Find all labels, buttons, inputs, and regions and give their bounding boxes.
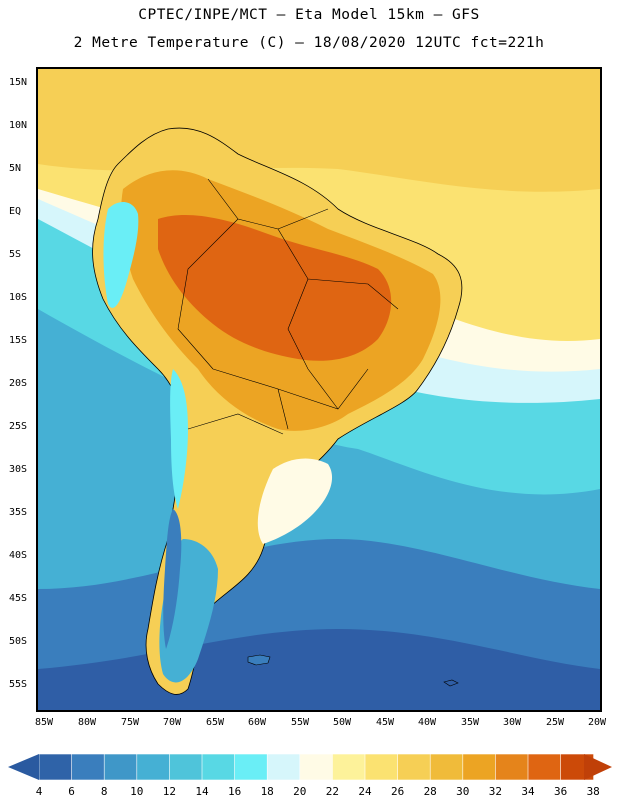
colorbar-cell-0 — [38, 753, 73, 781]
lon-label-50w: 50W — [332, 717, 352, 728]
lat-label-30s: 30S — [9, 464, 28, 475]
lat-label-10s: 10S — [9, 292, 28, 303]
andes-north — [103, 202, 139, 308]
map-title-line1: CPTEC/INPE/MCT – Eta Model 15km – GFS — [138, 7, 480, 23]
map-title-line2: 2 Metre Temperature (C) – 18/08/2020 12U… — [73, 35, 545, 51]
colorbar-label-12: 12 — [162, 785, 177, 798]
colorbar-cell-13 — [462, 753, 497, 781]
lon-label-30w: 30W — [502, 717, 522, 728]
colorbar-cell-15 — [527, 753, 562, 781]
lon-label-25w: 25W — [545, 717, 565, 728]
colorbar-label-30: 30 — [456, 785, 470, 798]
land-hot-zone — [158, 214, 392, 361]
colorbar-cell-8 — [299, 753, 334, 781]
colorbar-label-24: 24 — [358, 785, 372, 798]
colorbar-cell-6 — [234, 753, 268, 781]
lat-label-eq: EQ — [9, 206, 22, 217]
colorbar-label-28: 28 — [423, 785, 437, 798]
colorbar-cell-3 — [136, 753, 171, 781]
land-south-cool — [257, 458, 333, 544]
andes-central — [170, 369, 188, 509]
lat-label-55s: 55S — [9, 679, 28, 690]
colorbar-cell-4 — [169, 753, 203, 781]
lon-label-85w: 85W — [34, 717, 54, 728]
colorbar-label-26: 26 — [390, 785, 405, 798]
map-canvas — [38, 69, 600, 710]
colorbar-cell-9 — [332, 753, 366, 781]
lat-label-20s: 20S — [9, 378, 28, 389]
country-borders — [177, 178, 399, 435]
temperature-map — [36, 67, 602, 712]
colorbar-cells — [38, 753, 594, 781]
colorbar-cell-5 — [201, 753, 236, 781]
lon-label-20w: 20W — [587, 717, 607, 728]
lat-label-25s: 25S — [9, 421, 28, 432]
lon-label-70w: 70W — [162, 717, 182, 728]
lon-label-80w: 80W — [77, 717, 97, 728]
colorbar-label-22: 22 — [325, 785, 340, 798]
colorbar-label-20: 20 — [293, 785, 307, 798]
lat-label-40s: 40S — [9, 550, 28, 561]
falkland-islands — [247, 654, 271, 666]
lat-label-15s: 15S — [9, 335, 28, 346]
lat-label-10n: 10N — [9, 120, 28, 131]
colorbar-cell-11 — [397, 753, 431, 781]
colorbar-label-14: 14 — [195, 785, 209, 798]
colorbar-arrow-right — [584, 754, 612, 780]
lat-label-45s: 45S — [9, 593, 28, 604]
lon-label-75w: 75W — [120, 717, 140, 728]
colorbar-label-10: 10 — [130, 785, 144, 798]
colorbar-label-38: 38 — [586, 785, 600, 798]
lon-label-55w: 55W — [290, 717, 310, 728]
colorbar-label-18: 18 — [260, 785, 274, 798]
colorbar-cell-2 — [103, 753, 138, 781]
colorbar-cell-10 — [364, 753, 399, 781]
lat-label-5n: 5N — [9, 163, 22, 174]
colorbar-label-32: 32 — [488, 785, 503, 798]
lon-label-40w: 40W — [417, 717, 437, 728]
andes-south — [163, 509, 182, 649]
colorbar-label-4: 4 — [35, 785, 43, 798]
lat-label-5s: 5S — [9, 249, 22, 260]
lat-label-15n: 15N — [9, 77, 28, 88]
colorbar-cell-14 — [495, 753, 529, 781]
colorbar-label-8: 8 — [100, 785, 108, 798]
lon-label-45w: 45W — [375, 717, 395, 728]
colorbar-label-16: 16 — [227, 785, 242, 798]
lon-label-65w: 65W — [205, 717, 225, 728]
lat-label-50s: 50S — [9, 636, 28, 647]
lon-label-60w: 60W — [247, 717, 267, 728]
lon-label-35w: 35W — [460, 717, 480, 728]
colorbar-label-36: 36 — [553, 785, 568, 798]
colorbar-cell-1 — [71, 753, 105, 781]
south-georgia — [443, 679, 459, 687]
lat-label-35s: 35S — [9, 507, 28, 518]
colorbar-label-34: 34 — [521, 785, 535, 798]
colorbar-cell-12 — [429, 753, 464, 781]
colorbar-arrow-left — [8, 754, 39, 780]
colorbar-cell-7 — [266, 753, 301, 781]
colorbar-label-6: 6 — [68, 785, 75, 798]
